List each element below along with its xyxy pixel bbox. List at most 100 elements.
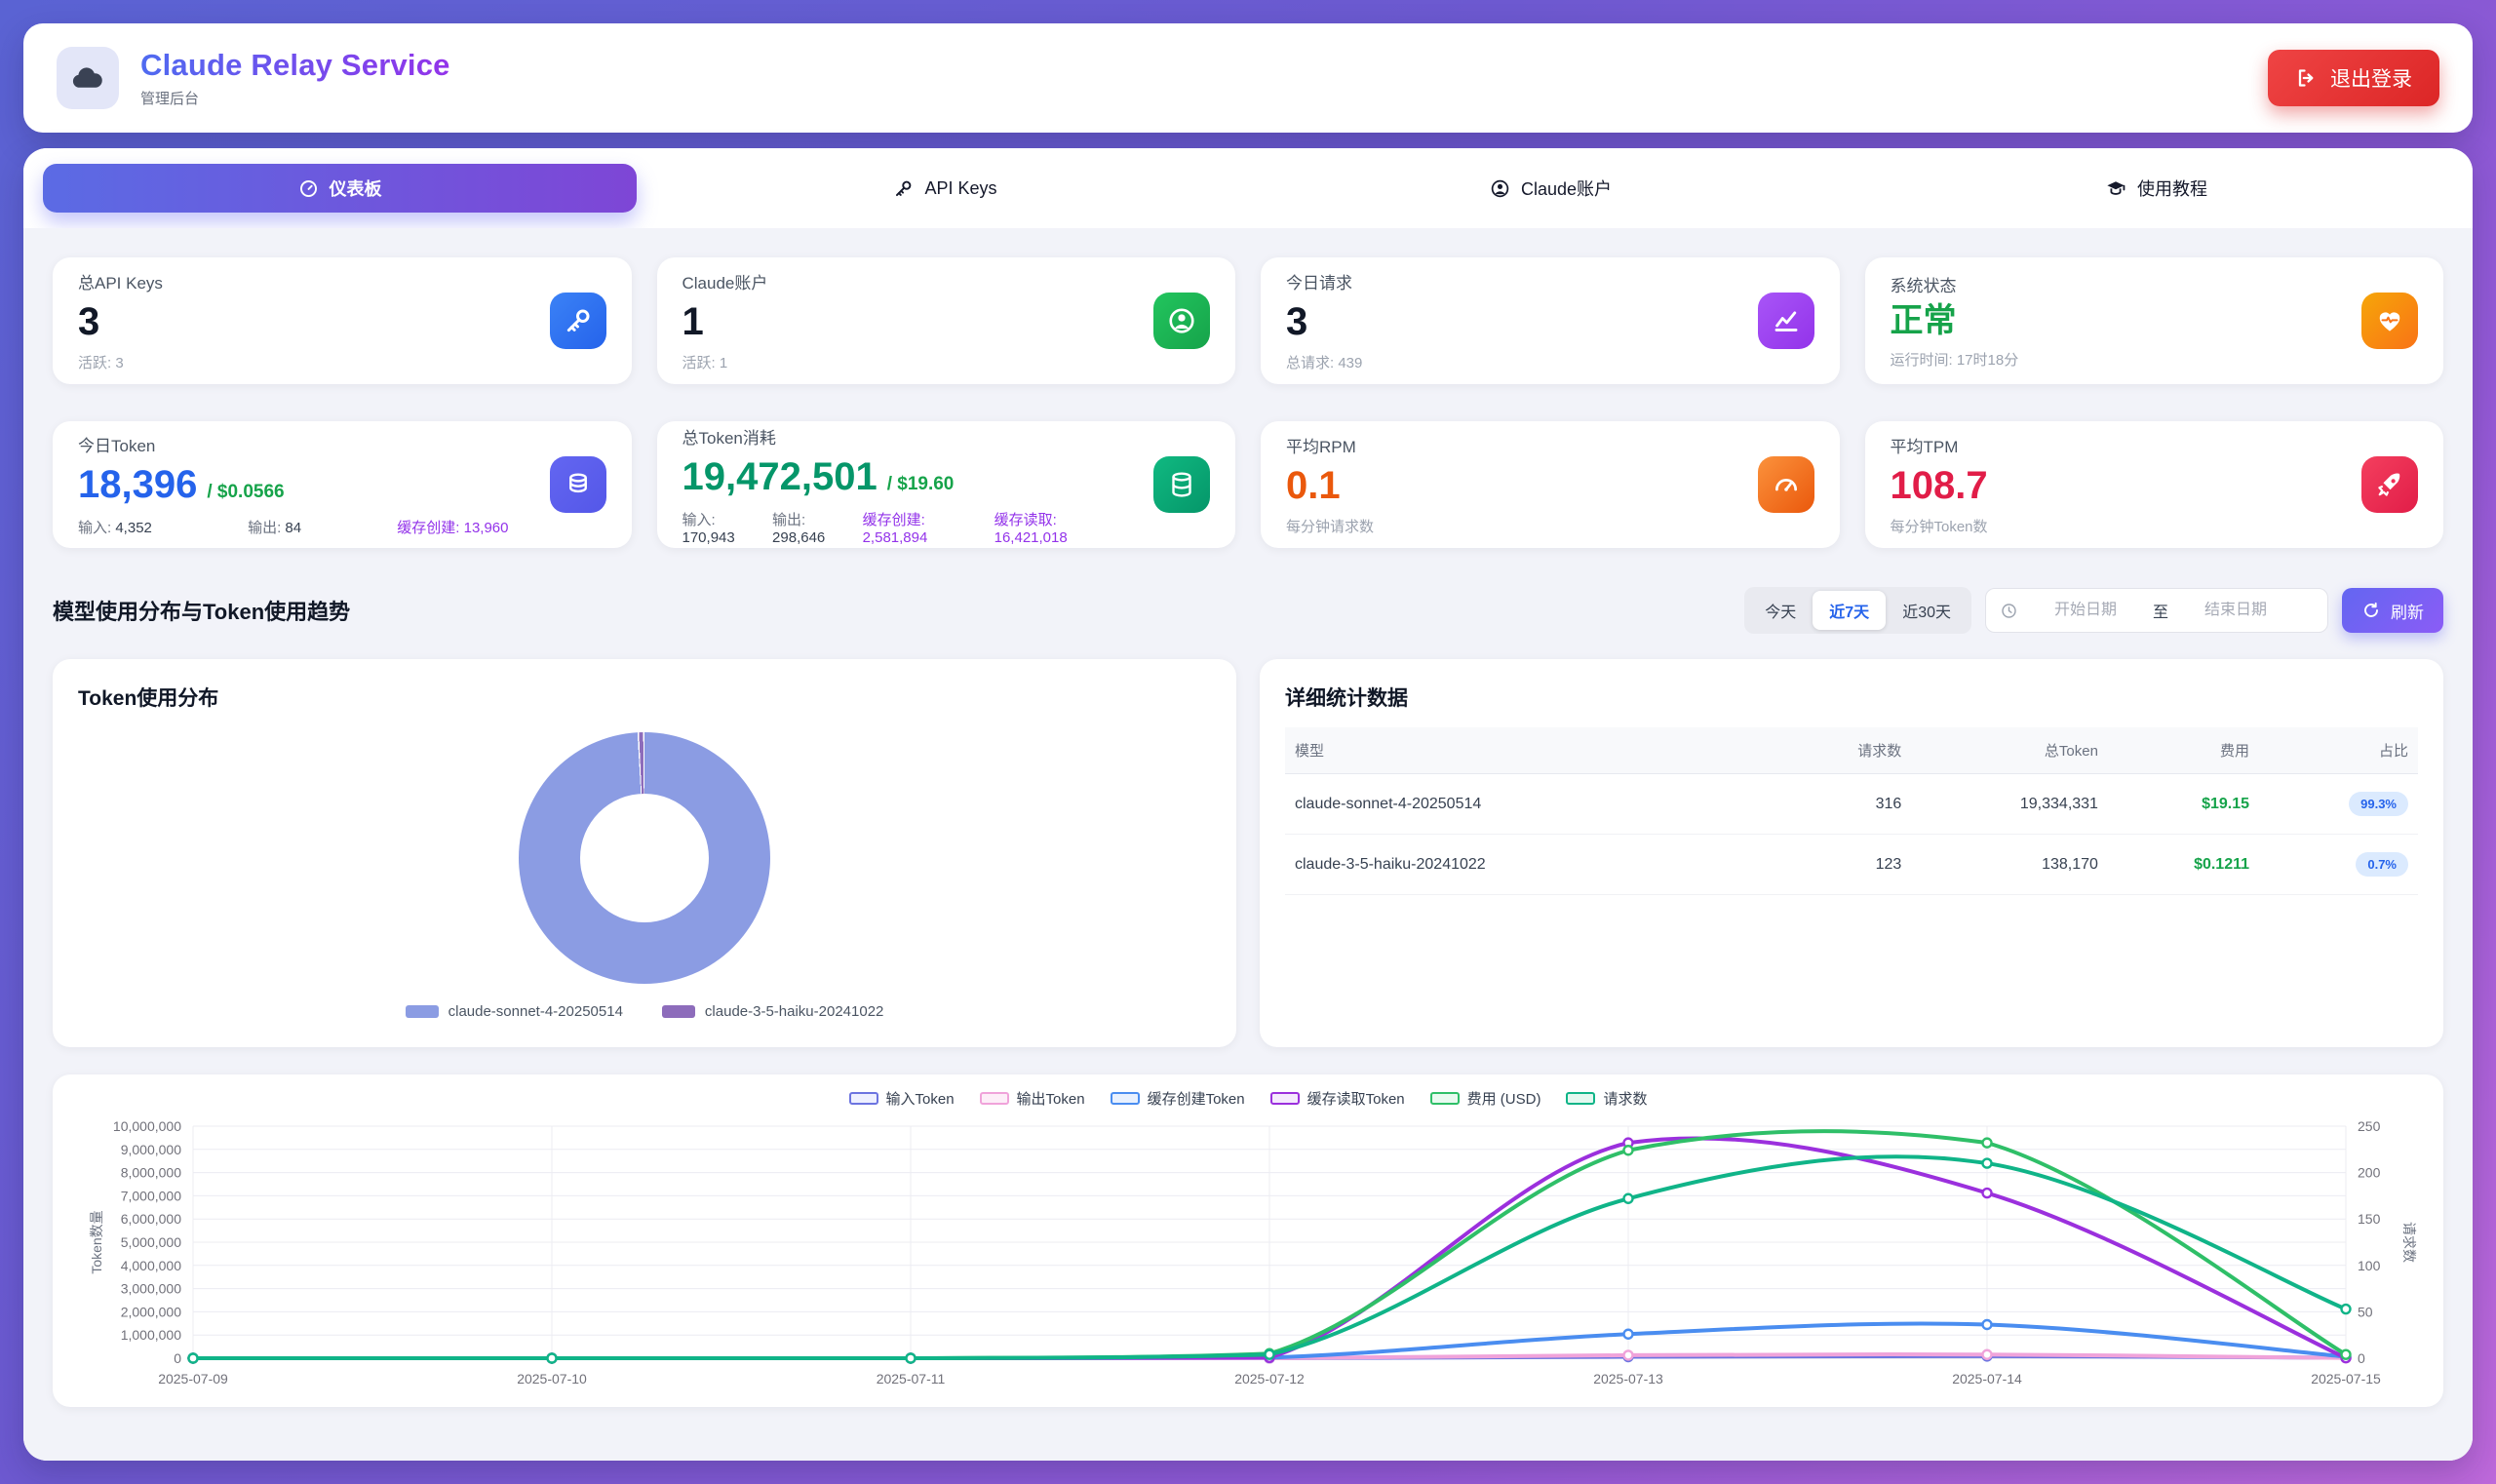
stat-cost: / $0.0566 bbox=[207, 482, 285, 502]
tachometer-icon bbox=[1757, 456, 1814, 513]
header: Claude Relay Service 管理后台 退出登录 bbox=[23, 23, 2473, 133]
token-trend-card: 输入Token 输出Token 缓存创建Token 缓存读取Token 费用 (… bbox=[53, 1074, 2443, 1407]
svg-text:2025-07-13: 2025-07-13 bbox=[1593, 1371, 1663, 1386]
stats-row-1: 总API Keys 3 活跃: 3 Claude账户 1 活跃: 1 bbox=[53, 257, 2443, 384]
legend-label: 缓存创建Token bbox=[1147, 1091, 1245, 1108]
end-date-input[interactable] bbox=[2178, 602, 2294, 619]
trend-legend-item[interactable]: 缓存创建Token bbox=[1110, 1088, 1245, 1109]
svg-text:0: 0 bbox=[174, 1350, 181, 1366]
stat-value: 108.7 bbox=[1890, 464, 1988, 507]
svg-text:50: 50 bbox=[2358, 1304, 2373, 1319]
breakdown-value: 298,646 bbox=[772, 528, 826, 546]
breakdown-value: 170,943 bbox=[682, 528, 735, 546]
breakdown-label: 缓存创建: bbox=[397, 520, 460, 536]
donut-legend-item[interactable]: claude-3-5-haiku-20241022 bbox=[661, 1003, 884, 1020]
stat-sub: 活跃: 3 bbox=[78, 355, 124, 371]
stat-sub: 每分钟Token数 bbox=[1890, 519, 1988, 535]
svg-text:150: 150 bbox=[2358, 1211, 2381, 1227]
table-row[interactable]: claude-sonnet-4-20250514 316 19,334,331 … bbox=[1285, 773, 2418, 835]
data-point bbox=[905, 1352, 916, 1364]
stat-sub: 运行时间: 17时18分 bbox=[1890, 351, 2019, 369]
stat-label: 系统状态 bbox=[1890, 277, 1957, 296]
data-point bbox=[1622, 1145, 1634, 1156]
range-today-button[interactable]: 今天 bbox=[1748, 591, 1813, 630]
clock-icon bbox=[2002, 603, 2016, 618]
legend-swatch bbox=[1566, 1092, 1596, 1105]
svg-text:7,000,000: 7,000,000 bbox=[121, 1188, 181, 1203]
requests-cell: 316 bbox=[1783, 773, 1912, 835]
legend-swatch bbox=[1269, 1092, 1300, 1105]
graduation-cap-icon bbox=[2107, 181, 2126, 195]
legend-swatch bbox=[1110, 1092, 1140, 1105]
start-date-input[interactable] bbox=[2028, 602, 2143, 619]
panels: Token使用分布 claude-sonnet-4-20250514 claud… bbox=[53, 659, 2443, 1047]
title-wrap: Claude Relay Service 管理后台 bbox=[140, 48, 450, 108]
panel-title: 详细统计数据 bbox=[1285, 687, 1408, 710]
refresh-label: 刷新 bbox=[2391, 603, 2424, 622]
legend-label: claude-sonnet-4-20250514 bbox=[448, 1003, 623, 1020]
tab-dashboard[interactable]: 仪表板 bbox=[43, 164, 637, 213]
svg-text:9,000,000: 9,000,000 bbox=[121, 1142, 181, 1157]
key-icon bbox=[896, 180, 912, 196]
donut-legend: claude-sonnet-4-20250514 claude-3-5-haik… bbox=[78, 1003, 1211, 1024]
page-subtitle: 管理后台 bbox=[140, 91, 200, 107]
svg-text:100: 100 bbox=[2358, 1258, 2381, 1273]
stat-value: 0.1 bbox=[1286, 464, 1341, 507]
tab-claude-accounts[interactable]: Claude账户 bbox=[1254, 164, 1848, 213]
trend-legend-item[interactable]: 请求数 bbox=[1566, 1088, 1647, 1109]
legend-label: 费用 (USD) bbox=[1466, 1091, 1541, 1108]
main-card: 仪表板 API Keys Claude账户 bbox=[23, 148, 2473, 1461]
stat-value: 3 bbox=[1286, 300, 1308, 343]
tab-bar: 仪表板 API Keys Claude账户 bbox=[23, 148, 2473, 228]
breakdown-label: 输入: bbox=[682, 511, 716, 528]
refresh-button[interactable]: 刷新 bbox=[2342, 588, 2443, 633]
breakdown-value: 4,352 bbox=[115, 520, 152, 536]
status-value: 正常 bbox=[1890, 302, 1957, 340]
tokens-cell: 138,170 bbox=[1911, 834, 2108, 895]
donut-chart bbox=[519, 731, 770, 984]
svg-text:8,000,000: 8,000,000 bbox=[121, 1165, 181, 1181]
stat-card-total-token: 总Token消耗 19,472,501 / $19.60 输入: 170,943… bbox=[656, 421, 1235, 548]
table-row[interactable]: claude-3-5-haiku-20241022 123 138,170 $0… bbox=[1285, 834, 2418, 895]
donut-legend-item[interactable]: claude-sonnet-4-20250514 bbox=[405, 1003, 623, 1020]
breakdown-label: 缓存创建: bbox=[862, 511, 925, 528]
tab-tutorial[interactable]: 使用教程 bbox=[1859, 164, 2453, 213]
stat-label: 总Token消耗 bbox=[682, 428, 776, 448]
date-range-picker[interactable]: 至 bbox=[1985, 588, 2328, 633]
data-point bbox=[546, 1352, 558, 1364]
database-icon bbox=[1153, 456, 1210, 513]
cost-cell: $0.1211 bbox=[2107, 834, 2260, 895]
trend-legend-item[interactable]: 输入Token bbox=[848, 1088, 955, 1109]
data-point bbox=[187, 1352, 199, 1364]
legend-label: claude-3-5-haiku-20241022 bbox=[704, 1003, 884, 1020]
range-segmented-control: 今天 近7天 近30天 bbox=[1744, 587, 1971, 634]
cloud-icon bbox=[72, 67, 102, 88]
heart-pulse-icon bbox=[2361, 293, 2418, 349]
app-logo bbox=[57, 47, 119, 109]
share-badge: 0.7% bbox=[2356, 852, 2408, 877]
token-breakdown: 输入: 170,943 输出: 298,646 缓存创建: 2,581,894 … bbox=[682, 509, 1141, 546]
stat-sub: 每分钟请求数 bbox=[1286, 519, 1375, 535]
trend-legend-item[interactable]: 费用 (USD) bbox=[1429, 1088, 1541, 1109]
svg-text:6,000,000: 6,000,000 bbox=[121, 1211, 181, 1227]
svg-text:请求数: 请求数 bbox=[2401, 1222, 2417, 1263]
trend-legend-item[interactable]: 缓存读取Token bbox=[1269, 1088, 1405, 1109]
logout-button[interactable]: 退出登录 bbox=[2268, 50, 2439, 106]
stat-label: 平均RPM bbox=[1286, 438, 1356, 456]
stat-card-claude-accounts: Claude账户 1 活跃: 1 bbox=[656, 257, 1235, 384]
user-circle-icon bbox=[1491, 179, 1509, 197]
data-point bbox=[2340, 1303, 2352, 1315]
legend-swatch bbox=[405, 1005, 439, 1018]
tab-api-keys[interactable]: API Keys bbox=[648, 164, 1242, 213]
stat-label: 总API Keys bbox=[78, 274, 163, 293]
data-point bbox=[1264, 1348, 1275, 1360]
trend-legend-item[interactable]: 输出Token bbox=[979, 1088, 1085, 1109]
range-7d-button[interactable]: 近7天 bbox=[1813, 591, 1887, 630]
range-30d-button[interactable]: 近30天 bbox=[1886, 591, 1968, 630]
breakdown-label: 输出: bbox=[772, 511, 806, 528]
data-point bbox=[1622, 1349, 1634, 1361]
logout-label: 退出登录 bbox=[2330, 68, 2412, 91]
column-header: 总Token bbox=[1911, 727, 2108, 774]
breakdown-label: 输出: bbox=[248, 520, 282, 536]
stat-cost: / $19.60 bbox=[886, 473, 955, 494]
